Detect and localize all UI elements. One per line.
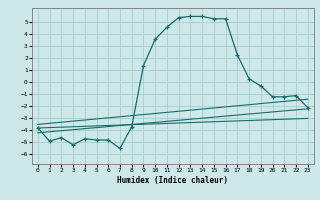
X-axis label: Humidex (Indice chaleur): Humidex (Indice chaleur) bbox=[117, 176, 228, 185]
